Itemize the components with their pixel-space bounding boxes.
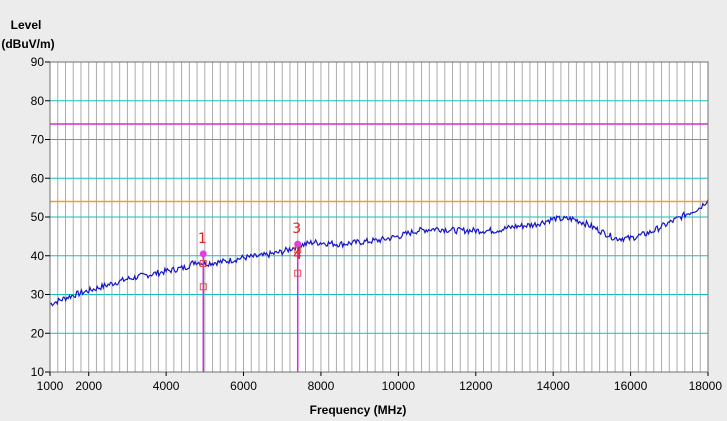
y-axis: 10 20 30 40 50 60 70 80 90	[31, 55, 50, 379]
y-grid	[50, 100, 708, 334]
y-tick-label: 20	[31, 326, 45, 340]
y-tick-label: 90	[31, 55, 45, 69]
marker-avg-point	[294, 246, 302, 254]
series-line	[49, 199, 709, 307]
limit-lines	[50, 123, 708, 203]
y-tick-label: 60	[31, 171, 45, 185]
xlabel: Frequency (MHz)	[310, 403, 407, 417]
x-tick-label: 2000	[75, 379, 102, 393]
y-tick-label: 10	[31, 365, 45, 379]
x-tick-label: 4000	[153, 379, 180, 393]
y-tick-label: 50	[31, 210, 45, 224]
x-axis: 1000 2000 4000 6000 8000 10000 12000 14000 16000…	[37, 372, 723, 393]
marker-label: 1	[198, 231, 207, 247]
marker-sub-label: 4	[293, 247, 302, 263]
marker-label: 3	[292, 221, 301, 237]
x-tick-label: 10000	[382, 379, 416, 393]
marker-low-point	[294, 269, 302, 277]
x-tick-label: 16000	[614, 379, 648, 393]
y-tick-label: 70	[31, 133, 45, 147]
y-tick-label: 40	[31, 249, 45, 263]
series-group	[49, 199, 709, 307]
x-tick-label: 18000	[689, 379, 723, 393]
marker-low-point	[199, 283, 207, 291]
marker-peak-point	[199, 250, 207, 258]
marker-avg-point	[199, 260, 207, 267]
x-tick-label: 1000	[37, 379, 64, 393]
x-tick-label: 12000	[459, 379, 493, 393]
y-tick-label: 80	[31, 94, 45, 108]
ylabel-line2: (dBuV/m)	[1, 37, 54, 51]
ylabel-line1: Level	[11, 18, 42, 32]
markers-group: 1 3 4	[198, 221, 302, 372]
y-tick-label: 30	[31, 288, 45, 302]
x-tick-label: 14000	[536, 379, 570, 393]
x-tick-label: 6000	[230, 379, 257, 393]
marker-peak-point	[294, 240, 302, 248]
x-tick-label: 8000	[308, 379, 335, 393]
